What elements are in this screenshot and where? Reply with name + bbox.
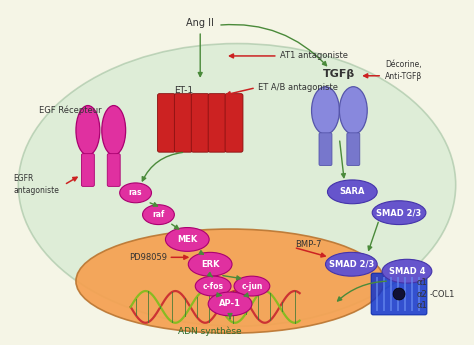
Text: raf: raf (152, 210, 164, 219)
Text: Décorine,
Anti-TGFβ: Décorine, Anti-TGFβ (385, 60, 422, 81)
Ellipse shape (372, 201, 426, 225)
Ellipse shape (18, 43, 456, 326)
Text: Ang II: Ang II (186, 18, 214, 28)
Text: c-fos: c-fos (203, 282, 224, 290)
Ellipse shape (143, 205, 174, 225)
FancyBboxPatch shape (225, 93, 243, 152)
Text: AP-1: AP-1 (219, 299, 241, 308)
FancyBboxPatch shape (174, 93, 192, 152)
Ellipse shape (208, 292, 252, 316)
Text: SARA: SARA (339, 187, 365, 196)
Ellipse shape (328, 180, 377, 204)
Ellipse shape (76, 229, 384, 333)
Text: ERK: ERK (201, 260, 219, 269)
Text: α1: α1 (417, 278, 428, 287)
Text: EGF Récepteur: EGF Récepteur (39, 106, 102, 115)
Text: TGFβ: TGFβ (323, 69, 356, 79)
Text: ET-1: ET-1 (174, 86, 193, 95)
Text: c-jun: c-jun (241, 282, 263, 290)
Ellipse shape (195, 276, 231, 296)
Ellipse shape (339, 87, 367, 134)
FancyBboxPatch shape (208, 93, 226, 152)
FancyBboxPatch shape (371, 273, 427, 315)
Ellipse shape (76, 106, 100, 155)
FancyBboxPatch shape (191, 93, 209, 152)
Text: SMAD 4: SMAD 4 (389, 267, 425, 276)
Text: EGFR
antagoniste: EGFR antagoniste (13, 175, 59, 195)
Ellipse shape (165, 228, 209, 252)
Text: ADN synthèse: ADN synthèse (178, 327, 242, 336)
Text: MEK: MEK (177, 235, 197, 244)
FancyBboxPatch shape (107, 154, 120, 186)
FancyBboxPatch shape (347, 133, 360, 166)
Text: -COL1: -COL1 (430, 289, 455, 298)
Ellipse shape (311, 87, 339, 134)
Text: SMAD 2/3: SMAD 2/3 (328, 260, 374, 269)
Ellipse shape (393, 288, 405, 300)
Text: AT1 antagoniste: AT1 antagoniste (280, 51, 348, 60)
Ellipse shape (188, 252, 232, 276)
Text: ET A/B antagoniste: ET A/B antagoniste (258, 83, 338, 92)
FancyBboxPatch shape (82, 154, 94, 186)
Text: BMP-7: BMP-7 (295, 240, 321, 249)
Text: SMAD 2/3: SMAD 2/3 (376, 208, 422, 217)
Text: α2: α2 (417, 289, 428, 298)
Text: α1: α1 (417, 302, 428, 310)
Ellipse shape (382, 259, 432, 283)
Text: PD98059: PD98059 (128, 253, 167, 262)
FancyBboxPatch shape (157, 93, 175, 152)
Text: ras: ras (129, 188, 142, 197)
Ellipse shape (102, 106, 126, 155)
Ellipse shape (234, 276, 270, 296)
Ellipse shape (326, 252, 377, 276)
FancyBboxPatch shape (319, 133, 332, 166)
Ellipse shape (120, 183, 152, 203)
